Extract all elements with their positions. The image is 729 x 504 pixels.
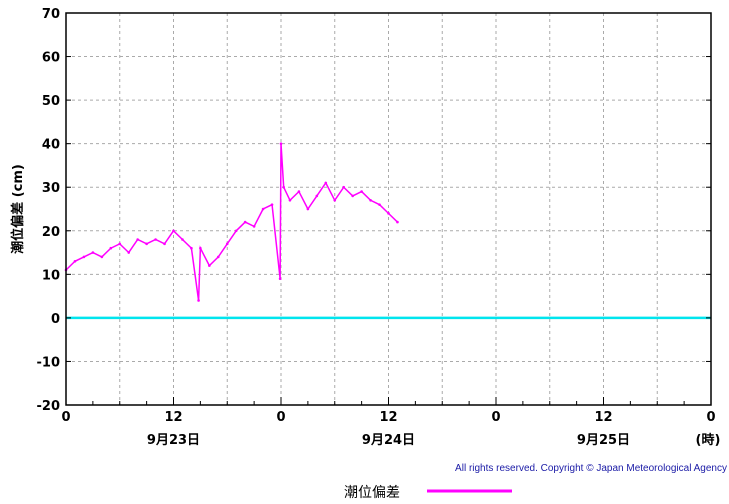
x-tick-label: 0	[491, 410, 500, 425]
data-point	[190, 246, 193, 250]
data-point	[261, 207, 265, 211]
y-tick-label: 70	[42, 7, 60, 22]
data-point	[172, 229, 175, 233]
date-label: 9月25日	[577, 433, 630, 448]
copyright-notice: All rights reserved. Copyright © Japan M…	[455, 463, 727, 474]
y-tick-label: -20	[37, 399, 61, 414]
data-point	[199, 246, 202, 250]
x-axis-ticks: 0 12 0 12 0 12 0 9月23日 9月24日 9月25日	[61, 397, 716, 448]
x-tick-label: 0	[276, 410, 285, 425]
data-point	[333, 198, 337, 202]
data-point	[369, 198, 372, 202]
data-point	[118, 242, 122, 246]
data-point	[216, 255, 220, 259]
y-axis-ticks: -20 -10 0 10 20 30 40 50 60 70	[37, 7, 711, 414]
y-tick-label: 60	[42, 51, 60, 66]
data-point	[127, 251, 131, 254]
data-point	[208, 264, 211, 267]
x-unit-label: (時)	[696, 432, 721, 448]
data-point	[145, 242, 148, 246]
y-tick-label: 20	[42, 225, 60, 240]
data-point	[396, 220, 399, 224]
data-point	[342, 185, 346, 189]
data-point	[91, 251, 95, 254]
x-tick-label: 12	[164, 410, 182, 425]
data-point	[270, 203, 274, 206]
data-point	[234, 229, 238, 233]
y-tick-label: 10	[42, 268, 60, 283]
x-tick-label: 0	[61, 410, 70, 425]
y-tick-label: 40	[42, 138, 60, 153]
data-point	[82, 255, 86, 259]
data-point	[378, 203, 381, 206]
data-point	[163, 242, 166, 246]
y-tick-label: 30	[42, 181, 60, 196]
data-point	[100, 255, 104, 259]
data-series-group	[64, 142, 399, 302]
y-tick-label: 50	[42, 94, 60, 109]
data-point	[288, 198, 292, 202]
data-point	[279, 142, 283, 145]
y-tick-label: -10	[37, 355, 61, 370]
data-point	[351, 194, 354, 198]
data-point	[360, 190, 363, 193]
data-point	[252, 225, 256, 228]
data-point	[181, 238, 184, 241]
data-point	[387, 212, 390, 215]
data-point	[154, 238, 157, 241]
date-label: 9月23日	[147, 433, 200, 448]
data-point	[278, 277, 282, 280]
x-tick-label: 12	[594, 410, 612, 425]
data-point	[197, 299, 200, 302]
data-point	[73, 259, 77, 263]
data-point	[282, 185, 285, 189]
y-tick-label: 0	[51, 312, 60, 327]
data-point	[225, 242, 229, 246]
x-tick-label: 0	[706, 410, 715, 425]
legend-label: 潮位偏差	[344, 485, 400, 501]
data-point	[324, 181, 328, 185]
data-point	[306, 207, 310, 211]
data-point	[109, 246, 113, 250]
date-label: 9月24日	[362, 433, 415, 448]
data-series-line	[65, 143, 398, 301]
data-point	[243, 220, 247, 224]
y-axis-label: 潮位偏差 (cm)	[10, 164, 26, 254]
grid-lines	[66, 13, 711, 405]
plot-frame	[65, 12, 712, 406]
data-point	[315, 194, 319, 198]
data-point	[136, 238, 139, 241]
x-tick-label: 12	[379, 410, 397, 425]
data-point	[297, 190, 301, 193]
